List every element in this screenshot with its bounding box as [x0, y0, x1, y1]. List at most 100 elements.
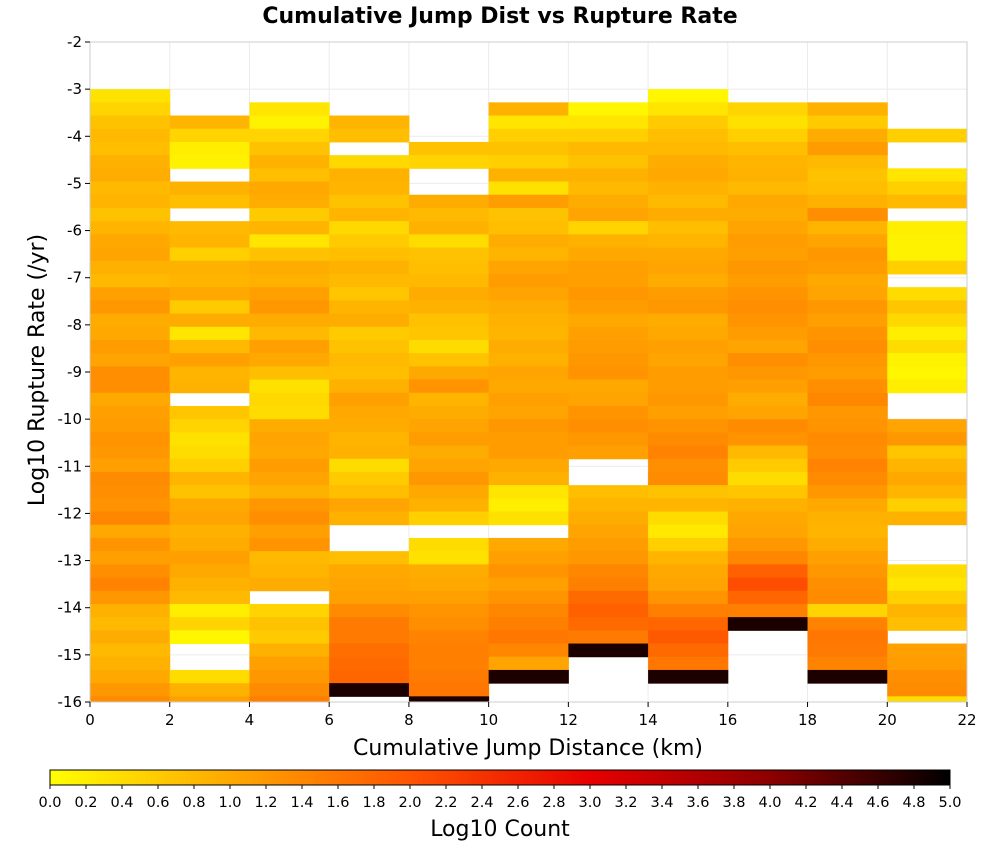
heatmap-cell	[329, 419, 410, 433]
heatmap-cell	[329, 551, 410, 565]
heatmap-cell	[329, 181, 410, 196]
heatmap-cell	[329, 643, 410, 658]
heatmap-cell	[90, 445, 171, 460]
heatmap-cell	[488, 168, 569, 183]
x-tick-label: 10	[479, 711, 498, 729]
heatmap-cell	[568, 617, 649, 631]
heatmap-cell	[408, 696, 490, 703]
heatmap-cell	[807, 353, 888, 367]
heatmap-cell	[169, 300, 250, 315]
heatmap-cell	[807, 168, 888, 183]
heatmap-cell	[648, 207, 729, 222]
heatmap-cell	[329, 353, 410, 367]
heatmap-cell	[727, 445, 809, 460]
heatmap-cell	[249, 141, 330, 156]
heatmap-cell	[90, 524, 171, 539]
heatmap-cell	[648, 168, 729, 183]
x-tick-label: 22	[957, 711, 976, 729]
heatmap-cell	[887, 300, 968, 315]
heatmap-cell	[249, 247, 330, 262]
y-tick-label: -9	[67, 363, 82, 381]
heatmap-cell	[807, 643, 888, 658]
colorbar: 0.0 0.2 0.4 0.6 0.8 1.0 1.2 1.4 1.6 1.8 2.0 2.2 2.4 2…	[38, 769, 962, 811]
colorbar-tick-label: 3.6	[686, 795, 709, 811]
heatmap-cell	[169, 181, 250, 196]
heatmap-cell	[887, 432, 968, 447]
heatmap-cell	[568, 564, 649, 579]
heatmap-cell	[568, 260, 649, 275]
heatmap-cell	[329, 590, 410, 605]
heatmap-cell	[249, 458, 330, 473]
heatmap-cell	[249, 617, 330, 631]
heatmap-cell	[329, 207, 410, 222]
heatmap-cell	[329, 247, 410, 262]
heatmap-cell	[568, 524, 649, 539]
heatmap-cell	[887, 564, 968, 579]
heatmap-cell	[887, 339, 968, 354]
heatmap-cell	[807, 392, 888, 407]
heatmap-cell	[329, 656, 410, 671]
x-tick-label: 0	[85, 711, 95, 729]
heatmap-cell	[249, 313, 330, 328]
heatmap-cell	[488, 273, 569, 288]
x-tick-label: 16	[718, 711, 737, 729]
heatmap-cell	[90, 207, 171, 222]
heatmap-cell	[249, 287, 330, 301]
heatmap-cell	[807, 221, 888, 235]
heatmap-cell	[648, 194, 729, 209]
heatmap-cell	[727, 168, 809, 183]
heatmap-cell	[807, 141, 888, 156]
heatmap-cell	[249, 498, 330, 513]
heatmap-cell	[568, 194, 649, 209]
heatmap-cell	[408, 617, 490, 631]
heatmap-cell	[648, 432, 729, 447]
heatmap-cell	[249, 326, 330, 341]
heatmap-cell	[90, 511, 171, 526]
heatmap-cell	[488, 617, 569, 631]
heatmap-cell	[727, 102, 809, 117]
heatmap-cell	[568, 326, 649, 341]
heatmap-cell	[90, 155, 171, 169]
heatmap-cell	[648, 405, 729, 420]
heatmap-cell	[488, 564, 569, 579]
heatmap-cell	[488, 392, 569, 407]
heatmap-cell	[807, 630, 888, 645]
y-tick-label: -10	[58, 410, 83, 428]
heatmap-cell	[408, 432, 490, 447]
heatmap-cell	[169, 617, 250, 631]
x-tick-label: 8	[404, 711, 414, 729]
y-tick-label: -3	[67, 80, 82, 98]
heatmap-cell	[329, 485, 410, 499]
heatmap-cell	[408, 577, 490, 592]
heatmap-cell	[169, 234, 250, 249]
heatmap-cell	[727, 432, 809, 447]
x-tick-label: 12	[559, 711, 578, 729]
heatmap-cell	[648, 630, 729, 645]
heatmap-cell	[249, 683, 330, 697]
heatmap-cell	[249, 537, 330, 552]
heatmap-cell	[887, 247, 968, 262]
heatmap-cell	[488, 207, 569, 222]
heatmap-cell	[807, 234, 888, 249]
heatmap-cell	[568, 630, 649, 645]
heatmap-cell	[727, 419, 809, 433]
heatmap-cell	[488, 471, 569, 486]
heatmap-cell	[568, 234, 649, 249]
heatmap-cell	[329, 168, 410, 183]
heatmap-cell	[568, 511, 649, 526]
heatmap-cell	[648, 366, 729, 381]
heatmap-cell	[648, 524, 729, 539]
heatmap-cell	[169, 498, 250, 513]
heatmap-cell	[329, 683, 410, 697]
y-axis-title: Log10 Rupture Rate (/yr)	[25, 234, 50, 506]
heatmap-cell	[887, 419, 968, 433]
heatmap-cell	[90, 683, 171, 697]
heatmap-cell	[169, 339, 250, 354]
heatmap-cell	[329, 511, 410, 526]
heatmap-cell	[488, 485, 569, 499]
heatmap-cell	[329, 339, 410, 354]
heatmap-cell	[807, 511, 888, 526]
heatmap-cell	[887, 194, 968, 209]
heatmap-cell	[807, 300, 888, 315]
heatmap-cell	[249, 524, 330, 539]
